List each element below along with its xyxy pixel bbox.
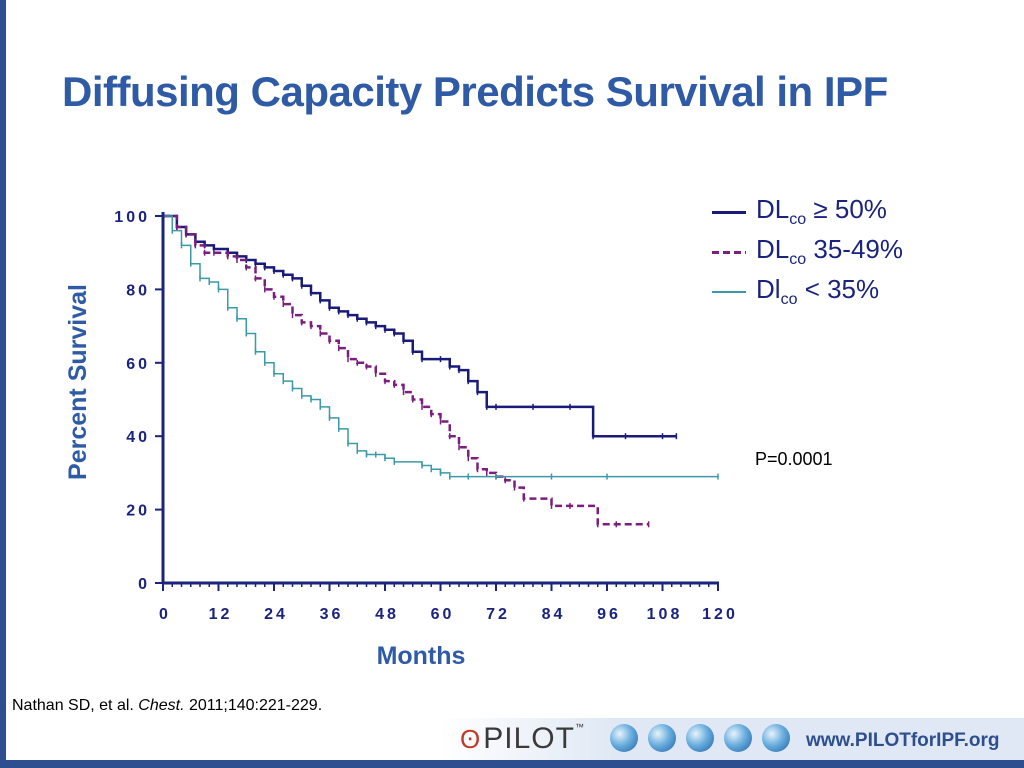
y-tick-label: 60 — [126, 356, 150, 373]
legend-item: Dlco < 35% — [712, 272, 903, 312]
x-tick-label: 108 — [647, 606, 683, 623]
legend-label: DLco ≥ 50% — [756, 194, 887, 229]
legend-item: DLco ≥ 50% — [712, 192, 903, 232]
legend-swatch-dlco-mid — [712, 250, 746, 254]
x-tick-label: 84 — [542, 606, 566, 623]
globe-icons — [610, 724, 790, 752]
x-tick-label: 60 — [431, 606, 455, 623]
lungs-icon: ʘ — [460, 724, 482, 754]
survival-chart: 0 20 40 60 80 100 0 12 24 36 48 60 72 84 96 108 120 Perc… — [64, 209, 738, 670]
y-axis-label: Percent Survival — [64, 284, 92, 480]
legend-label: DLco 35-49% — [756, 234, 903, 269]
y-tick-label: 40 — [126, 429, 150, 446]
slide-frame-bottom — [0, 760, 1024, 768]
series-line-0 — [163, 214, 677, 438]
x-axis-label: Months — [377, 642, 466, 670]
x-tick-label: 36 — [320, 606, 344, 623]
y-tick-label: 0 — [138, 576, 150, 593]
x-tick-label: 72 — [486, 606, 510, 623]
globe-icon — [648, 724, 676, 752]
slide-title: Diffusing Capacity Predicts Survival in … — [62, 68, 888, 115]
series-line-2 — [163, 215, 718, 478]
p-value: P=0.0001 — [755, 449, 833, 469]
legend-swatch-dlco-high — [712, 210, 746, 214]
y-tick-label: 20 — [126, 503, 150, 520]
legend-label: Dlco < 35% — [756, 274, 880, 309]
y-tick-label: 80 — [126, 282, 150, 299]
globe-icon — [686, 724, 714, 752]
y-tick-label: 100 — [114, 209, 150, 226]
x-tick-label: 120 — [702, 606, 738, 623]
legend-swatch-dlco-low — [712, 291, 746, 293]
x-tick-label: 48 — [375, 606, 399, 623]
footer-url[interactable]: www.PILOTforIPF.org — [806, 730, 1000, 751]
x-tick-label: 0 — [159, 606, 171, 623]
globe-icon — [762, 724, 790, 752]
chart-legend: DLco ≥ 50% DLco 35-49% Dlco < 35% — [712, 192, 903, 312]
x-tick-label: 24 — [264, 606, 288, 623]
globe-icon — [610, 724, 638, 752]
axis-layer: 0 20 40 60 80 100 0 12 24 36 48 60 72 84 96 108 120 — [114, 209, 738, 623]
globe-icon — [724, 724, 752, 752]
x-tick-label: 12 — [209, 606, 233, 623]
citation: Nathan SD, et al. Chest. 2011;140:221-22… — [12, 697, 323, 714]
series-layer — [163, 214, 719, 528]
pilot-logo: ʘPILOT™ — [460, 722, 585, 755]
legend-item: DLco 35-49% — [712, 232, 903, 272]
x-tick-label: 96 — [597, 606, 621, 623]
slide-frame-left — [0, 0, 6, 768]
series-line-1 — [163, 214, 649, 526]
